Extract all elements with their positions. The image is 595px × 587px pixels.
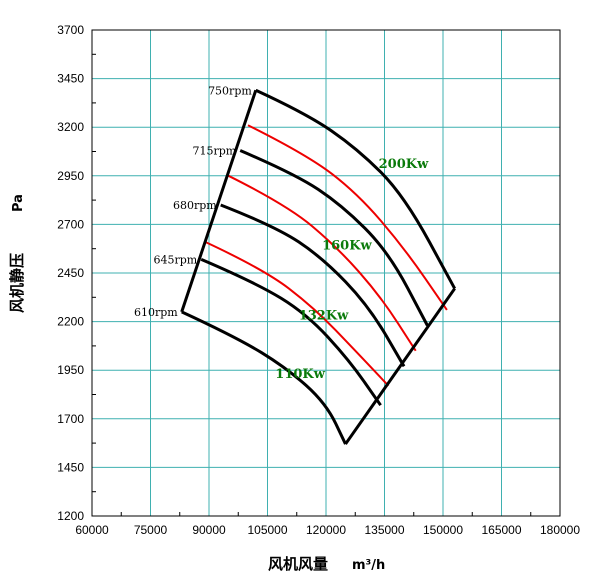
y-axis-ticks: 1200 1450 1700 1950 2200 2450 2700 2950 3200 3450… xyxy=(57,23,84,523)
power-curve-160kw xyxy=(228,174,417,352)
power-label: 160Kw xyxy=(322,239,372,254)
speed-curve-750rpm xyxy=(255,88,457,290)
rpm-label: 715rpm xyxy=(192,145,236,158)
y-tick-label: 1700 xyxy=(57,412,84,426)
curves xyxy=(180,88,457,445)
power-label: 200Kw xyxy=(379,157,429,172)
power-curve-132kw xyxy=(204,240,390,387)
plot-frame xyxy=(91,29,561,517)
y-tick-label: 2700 xyxy=(57,217,84,231)
envelope-right-edge xyxy=(344,287,456,445)
power-curve-200kw xyxy=(247,124,448,311)
y-tick-label: 3200 xyxy=(57,120,84,134)
y-tick-label: 2200 xyxy=(57,315,84,329)
y-tick-label: 2950 xyxy=(57,169,84,183)
y-tick-label: 3700 xyxy=(57,23,84,37)
power-label: 110Kw xyxy=(275,367,325,382)
y-tick-label: 1450 xyxy=(57,460,84,474)
x-tick-label: 75000 xyxy=(134,523,168,537)
x-tick-label: 90000 xyxy=(192,523,226,537)
speed-curve-610rpm xyxy=(181,310,347,445)
grid xyxy=(91,29,561,517)
curve-labels: 750rpm 715rpm 680rpm 645rpm 610rpm 200Kw 160Kw… xyxy=(134,84,429,382)
rpm-label: 680rpm xyxy=(173,199,217,212)
speed-curve-715rpm xyxy=(239,149,429,327)
x-axis-unit: m³/h xyxy=(352,558,385,573)
envelope-left-edge xyxy=(180,89,258,313)
y-axis-unit: Pa xyxy=(11,194,26,212)
x-tick-label: 120000 xyxy=(306,523,346,537)
power-label: 132Kw xyxy=(299,309,349,324)
x-tick-label: 165000 xyxy=(481,523,521,537)
speed-curve-680rpm xyxy=(220,203,406,368)
x-tick-label: 105000 xyxy=(247,523,287,537)
rpm-label: 750rpm xyxy=(208,84,252,97)
speed-curve-645rpm xyxy=(200,258,382,407)
y-axis-label: 风机静压 xyxy=(8,253,26,313)
rpm-label: 610rpm xyxy=(134,306,178,319)
x-tick-label: 135000 xyxy=(364,523,404,537)
y-tick-label: 1950 xyxy=(57,363,84,377)
x-tick-label: 150000 xyxy=(423,523,463,537)
x-axis-label: 风机风量 xyxy=(268,555,328,573)
y-tick-label: 3450 xyxy=(57,72,84,86)
x-tick-label: 60000 xyxy=(75,523,109,537)
x-tick-label: 180000 xyxy=(540,523,580,537)
rpm-label: 645rpm xyxy=(153,253,197,266)
x-axis-ticks: 60000 75000 90000 105000 120000 135000 150000 1… xyxy=(75,523,580,537)
y-tick-label: 2450 xyxy=(57,266,84,280)
y-tick-label: 1200 xyxy=(57,509,84,523)
